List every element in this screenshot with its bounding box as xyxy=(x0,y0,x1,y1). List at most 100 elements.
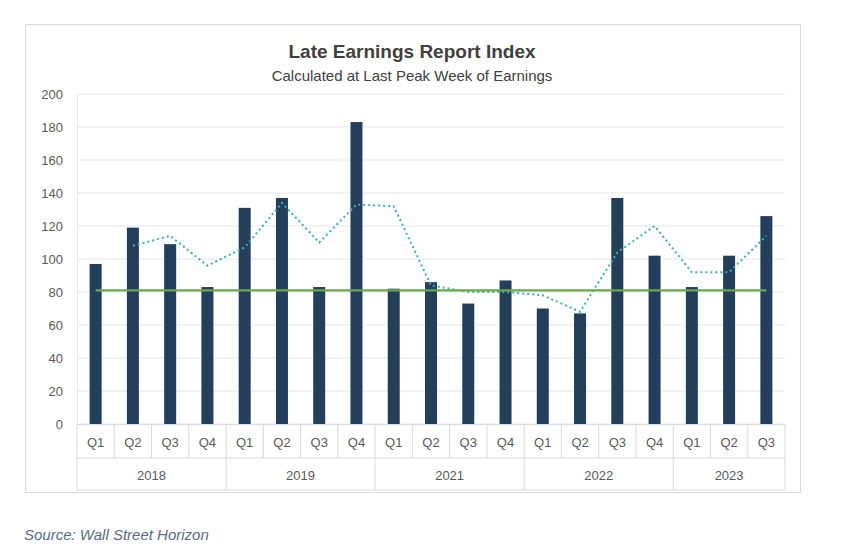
y-tick-label: 20 xyxy=(49,384,63,399)
line xyxy=(96,289,767,291)
y-tick-label: 200 xyxy=(41,87,63,102)
y-axis-line xyxy=(77,95,78,425)
x-tick-label: Q1 xyxy=(385,435,402,450)
x-tick: Q3 xyxy=(161,424,178,450)
y-tick: 180 xyxy=(41,120,77,135)
grid-line xyxy=(77,160,785,161)
y-tick: 140 xyxy=(41,186,77,201)
x-tick-label: Q1 xyxy=(683,435,700,450)
x-tick: Q3 xyxy=(758,424,775,450)
category-separator xyxy=(188,424,189,458)
x-tick-label: Q2 xyxy=(720,435,737,450)
y-tick-label: 180 xyxy=(41,120,63,135)
x-tick-label: Q1 xyxy=(236,435,253,450)
bar xyxy=(127,228,139,424)
y-axis: 0 20 40 60 80 100 120 140 160 180 200 xyxy=(41,87,77,432)
category-separator xyxy=(710,424,711,458)
y-tick: 100 xyxy=(41,252,77,267)
y-tick-label: 80 xyxy=(49,285,63,300)
bar xyxy=(313,287,325,424)
category-separator xyxy=(151,424,152,458)
x-tick-label: Q2 xyxy=(571,435,588,450)
x-tick-label: Q3 xyxy=(161,435,178,450)
bar xyxy=(276,198,288,424)
year-groups: 20182019202120222023 xyxy=(77,424,785,490)
chart: Late Earnings Report IndexCalculated at … xyxy=(0,0,841,558)
x-tick: Q3 xyxy=(460,424,477,450)
x-tick: Q3 xyxy=(609,424,626,450)
bar xyxy=(500,280,512,424)
group-divider xyxy=(77,490,785,491)
grid-line xyxy=(77,226,785,227)
x-tick-label: Q1 xyxy=(87,435,104,450)
bar xyxy=(90,264,102,424)
x-tick-label: Q3 xyxy=(758,435,775,450)
y-tick-label: 100 xyxy=(41,252,63,267)
bar xyxy=(649,256,661,424)
category-separator xyxy=(747,424,748,458)
x-tick: Q1 xyxy=(534,424,551,450)
y-tick: 40 xyxy=(49,351,77,366)
x-tick: Q2 xyxy=(720,424,737,450)
x-tick-label: Q4 xyxy=(646,435,663,450)
x-tick: Q2 xyxy=(124,424,141,450)
plot: 0 20 40 60 80 100 120 140 160 180 200 Q1 Q2 Q3 Q4 Q1 Q2 Q… xyxy=(41,87,785,490)
bar xyxy=(723,256,735,424)
y-tick: 200 xyxy=(41,87,77,102)
x-tick: Q2 xyxy=(422,424,439,450)
category-separator xyxy=(226,424,227,490)
x-tick-label: Q4 xyxy=(497,435,514,450)
bar xyxy=(574,313,586,424)
y-tick-label: 160 xyxy=(41,153,63,168)
grid-line xyxy=(77,259,785,260)
category-separator xyxy=(561,424,562,458)
category-separator xyxy=(449,424,450,458)
year-label: 2018 xyxy=(137,468,166,483)
bar xyxy=(239,208,251,424)
x-tick: Q4 xyxy=(646,424,663,450)
category-separator xyxy=(598,424,599,458)
y-tick-label: 40 xyxy=(49,351,63,366)
x-axis: Q1Q2Q3Q4Q1Q2Q3Q4Q1Q2Q3Q4Q1Q2Q3Q4Q1Q2Q3 xyxy=(78,424,786,450)
category-separator xyxy=(114,424,115,458)
grid-line xyxy=(77,127,785,128)
title: Late Earnings Report Index xyxy=(288,41,535,62)
group-divider xyxy=(77,458,785,459)
marks xyxy=(90,122,773,424)
x-tick-label: Q3 xyxy=(311,435,328,450)
y-tick: 80 xyxy=(49,285,77,300)
bar xyxy=(462,304,474,424)
x-tick-label: Q2 xyxy=(422,435,439,450)
x-tick: Q1 xyxy=(385,424,402,450)
grid-line xyxy=(77,94,785,95)
x-tick: Q2 xyxy=(571,424,588,450)
category-separator xyxy=(486,424,487,458)
category-separator xyxy=(635,424,636,458)
grid-line xyxy=(77,193,785,194)
category-separator xyxy=(263,424,264,458)
bar xyxy=(164,244,176,424)
x-tick: Q4 xyxy=(199,424,216,450)
x-tick: Q1 xyxy=(683,424,700,450)
bar xyxy=(388,289,400,424)
y-tick: 60 xyxy=(49,318,77,333)
y-tick-label: 140 xyxy=(41,186,63,201)
x-tick-label: Q1 xyxy=(534,435,551,450)
y-tick-label: 120 xyxy=(41,219,63,234)
x-tick-label: Q3 xyxy=(460,435,477,450)
y-tick-label: 0 xyxy=(56,417,63,432)
category-separator xyxy=(785,424,786,490)
chart-frame xyxy=(26,25,801,493)
x-tick-label: Q2 xyxy=(273,435,290,450)
x-tick: Q4 xyxy=(497,424,514,450)
category-separator xyxy=(412,424,413,458)
x-tick: Q1 xyxy=(236,424,253,450)
category-separator xyxy=(337,424,338,458)
category-separator xyxy=(300,424,301,458)
line xyxy=(133,203,766,312)
bar xyxy=(611,198,623,424)
x-tick: Q2 xyxy=(273,424,290,450)
year-label: 2023 xyxy=(715,468,744,483)
y-tick: 0 xyxy=(56,417,77,432)
x-tick: Q3 xyxy=(311,424,328,450)
